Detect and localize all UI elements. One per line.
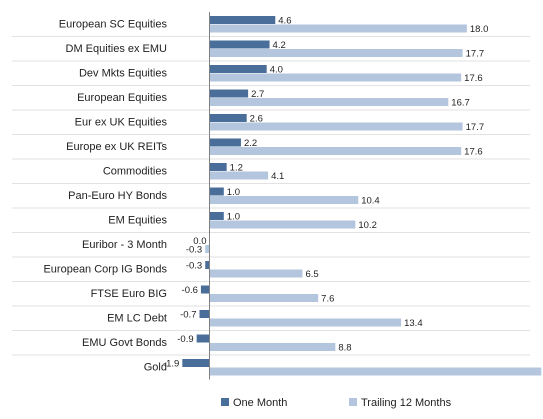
category-label-dm-equities-ex-emu: DM Equities ex EMU (66, 43, 168, 55)
bar-one-month-dm-equities-ex-emu (209, 40, 270, 49)
category-label-euribor-3-month: Euribor - 3 Month (82, 239, 167, 251)
data-label-one-month-dev-mkts-equities: 4.0 (270, 65, 283, 76)
data-label-one-month-ftse-euro-big: -0.6 (182, 285, 198, 296)
category-gridlines (12, 36, 530, 356)
bar-trailing-12-months-ftse-euro-big (209, 294, 319, 302)
bar-trailing-12-months-em-equities (209, 220, 356, 229)
bar-trailing-12-months-european-sc-equities (209, 24, 467, 33)
category-label-emu-govt-bonds: EMU Govt Bonds (82, 337, 167, 349)
legend: One Month Trailing 12 Months (221, 397, 452, 409)
category-label-pan-euro-hy-bonds: Pan-Euro HY Bonds (68, 190, 167, 202)
data-label-trailing-12-months-european-sc-equities: 18.0 (470, 24, 489, 35)
bar-trailing-12-months-dm-equities-ex-emu (209, 49, 463, 57)
bar-one-month-em-equities (209, 212, 224, 220)
data-label-trailing-12-months-eur-ex-uk-equities: 17.7 (466, 122, 485, 133)
legend-label-one-month: One Month (233, 397, 287, 409)
bar-trailing-12-months-eur-ex-uk-equities (209, 122, 463, 131)
data-label-trailing-12-months-dev-mkts-equities: 17.6 (464, 73, 483, 84)
data-label-one-month-dm-equities-ex-emu: 4.2 (273, 40, 286, 51)
data-label-trailing-12-months-em-lc-debt: 13.4 (404, 318, 423, 329)
bar-one-month-commodities (209, 163, 227, 171)
data-label-one-month-commodities: 1.2 (230, 163, 243, 174)
category-label-eur-ex-uk-equities: Eur ex UK Equities (75, 117, 168, 129)
bars: 4.6 18.0 4.2 17.7 4.0 17.6 2.7 16.7 2.6 17.7 2.2 17… (163, 16, 542, 376)
bar-trailing-12-months-em-lc-debt (209, 318, 402, 327)
data-label-one-month-europe-ex-uk-reits: 2.2 (244, 138, 257, 149)
data-label-trailing-12-months-pan-euro-hy-bonds: 10.4 (361, 196, 380, 207)
data-label-one-month-emu-govt-bonds: -0.9 (177, 334, 193, 345)
bar-one-month-eur-ex-uk-equities (209, 114, 247, 122)
data-label-trailing-12-months-dm-equities-ex-emu: 17.7 (466, 49, 485, 60)
data-label-one-month-european-sc-equities: 4.6 (278, 16, 291, 27)
category-label-dev-mkts-equities: Dev Mkts Equities (79, 68, 168, 80)
legend-label-trailing-12-months: Trailing 12 Months (361, 397, 452, 409)
bar-one-month-gold (182, 359, 210, 367)
bar-one-month-european-corp-ig-bonds (205, 261, 210, 269)
data-label-one-month-eur-ex-uk-equities: 2.6 (250, 114, 263, 125)
category-label-commodities: Commodities (103, 166, 168, 178)
data-label-trailing-12-months-commodities: 4.1 (271, 171, 284, 182)
data-label-trailing-12-months-euribor-3-month: -0.3 (186, 245, 202, 256)
bar-one-month-pan-euro-hy-bonds (209, 187, 224, 196)
data-label-one-month-euribor-3-month: 0.0 (193, 236, 206, 247)
bar-trailing-12-months-pan-euro-hy-bonds (209, 196, 359, 204)
data-label-trailing-12-months-em-equities: 10.2 (358, 220, 377, 231)
bar-trailing-12-months-emu-govt-bonds (209, 343, 336, 351)
legend-swatch-trailing-12-months (349, 398, 357, 406)
bar-one-month-emu-govt-bonds (196, 334, 210, 343)
category-label-european-corp-ig-bonds: European Corp IG Bonds (43, 264, 167, 276)
category-label-europe-ex-uk-reits: Europe ex UK REITs (66, 141, 167, 153)
category-label-european-equities: European Equities (77, 92, 167, 104)
bar-trailing-12-months-gold (209, 367, 542, 376)
bar-one-month-em-lc-debt (199, 310, 210, 318)
bar-trailing-12-months-european-corp-ig-bonds (209, 269, 303, 278)
category-label-em-equities: EM Equities (108, 215, 167, 227)
data-label-one-month-european-corp-ig-bonds: -0.3 (186, 261, 202, 272)
bar-trailing-12-months-euribor-3-month (205, 245, 210, 253)
category-label-gold: Gold (144, 362, 167, 374)
bar-trailing-12-months-european-equities (209, 98, 449, 106)
legend-swatch-one-month (221, 398, 229, 406)
data-label-trailing-12-months-european-equities: 16.7 (451, 98, 470, 109)
bar-trailing-12-months-dev-mkts-equities (209, 73, 462, 82)
data-label-one-month-gold: -1.9 (163, 359, 179, 370)
category-labels: European SC Equities DM Equities ex EMU De… (43, 19, 167, 374)
bar-trailing-12-months-europe-ex-uk-reits (209, 147, 462, 155)
bar-one-month-europe-ex-uk-reits (209, 138, 241, 147)
data-label-one-month-em-equities: 1.0 (227, 212, 240, 223)
data-label-trailing-12-months-europe-ex-uk-reits: 17.6 (464, 147, 483, 158)
data-label-one-month-em-lc-debt: -0.7 (180, 310, 196, 321)
bar-one-month-ftse-euro-big (200, 285, 210, 294)
data-label-trailing-12-months-european-corp-ig-bonds: 6.5 (305, 269, 318, 280)
bar-one-month-european-sc-equities (209, 16, 276, 24)
data-label-trailing-12-months-emu-govt-bonds: 8.8 (338, 343, 351, 354)
category-label-european-sc-equities: European SC Equities (59, 19, 168, 31)
bar-one-month-dev-mkts-equities (209, 65, 267, 73)
data-label-one-month-european-equities: 2.7 (251, 89, 264, 100)
category-label-ftse-euro-big: FTSE Euro BIG (91, 288, 167, 300)
bar-one-month-european-equities (209, 89, 249, 98)
data-label-one-month-pan-euro-hy-bonds: 1.0 (227, 187, 240, 198)
category-label-em-lc-debt: EM LC Debt (107, 313, 167, 325)
bar-trailing-12-months-commodities (209, 171, 269, 180)
data-label-trailing-12-months-ftse-euro-big: 7.6 (321, 294, 334, 305)
